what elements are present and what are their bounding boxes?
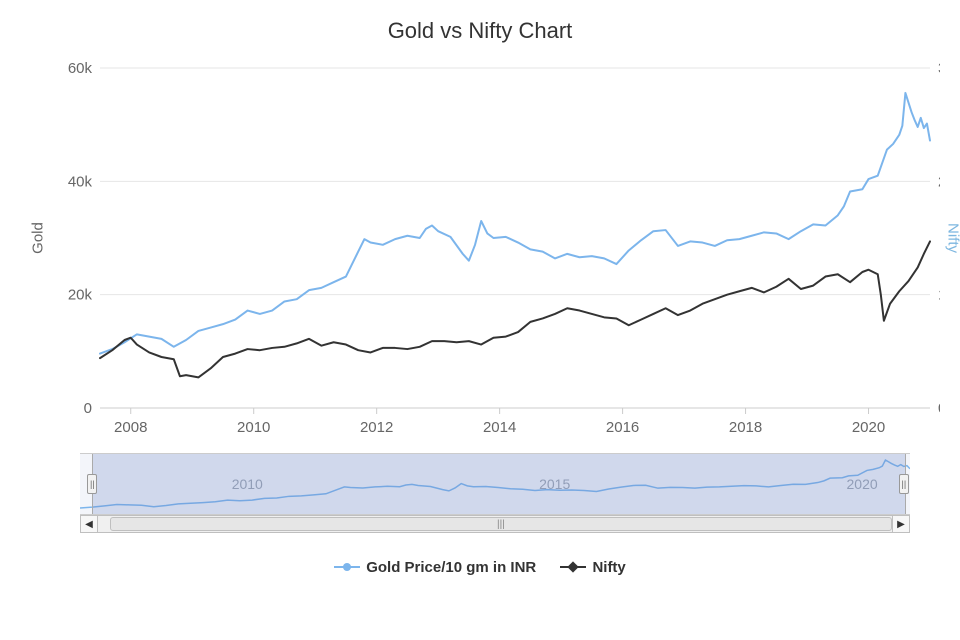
y-left-axis-title: Gold [29, 222, 46, 254]
legend-label: Nifty [592, 559, 625, 576]
svg-text:20k: 20k [68, 287, 93, 304]
chart-scrollbar[interactable]: ◀ ||| ▶ [80, 515, 910, 533]
svg-text:2014: 2014 [483, 419, 516, 436]
scroll-left-button[interactable]: ◀ [81, 516, 98, 532]
svg-text:2016: 2016 [606, 419, 639, 436]
svg-text:60k: 60k [68, 60, 93, 77]
svg-text:0: 0 [938, 400, 940, 417]
scroll-thumb[interactable]: ||| [110, 517, 892, 531]
svg-text:30k: 30k [938, 60, 940, 77]
range-navigator[interactable]: 2010 2015 2020 || || [80, 453, 910, 515]
chart-svg[interactable]: 0 20k 40k 60k 0 10k 20k 30k 2008 2010 2012 2014 2016… [50, 58, 940, 438]
svg-text:2018: 2018 [729, 419, 762, 436]
svg-text:40k: 40k [68, 173, 93, 190]
scroll-track[interactable]: ||| [98, 516, 892, 532]
legend-label: Gold Price/10 gm in INR [366, 559, 536, 576]
navigator-handle-right[interactable]: || [899, 474, 909, 494]
svg-text:20k: 20k [938, 173, 940, 190]
chart-title: Gold vs Nifty Chart [20, 18, 940, 44]
navigator-mask[interactable] [92, 454, 906, 514]
chart-legend: Gold Price/10 gm in INR Nifty [20, 555, 940, 576]
y-right-axis-title: Nifty [945, 223, 960, 253]
legend-item-gold[interactable]: Gold Price/10 gm in INR [334, 559, 536, 576]
svg-text:2020: 2020 [852, 419, 885, 436]
svg-text:2010: 2010 [237, 419, 270, 436]
svg-text:2012: 2012 [360, 419, 393, 436]
navigator-handle-left[interactable]: || [87, 474, 97, 494]
svg-text:0: 0 [84, 400, 92, 417]
svg-text:2008: 2008 [114, 419, 147, 436]
plot-area: Gold Nifty 020k40k60k010k20k30k200820102… [50, 58, 940, 418]
scroll-right-button[interactable]: ▶ [892, 516, 909, 532]
chart-container: Gold vs Nifty Chart Gold Nifty 0 20k 40k 60… [0, 0, 960, 640]
svg-text:10k: 10k [938, 287, 940, 304]
legend-item-nifty[interactable]: Nifty [560, 559, 625, 576]
